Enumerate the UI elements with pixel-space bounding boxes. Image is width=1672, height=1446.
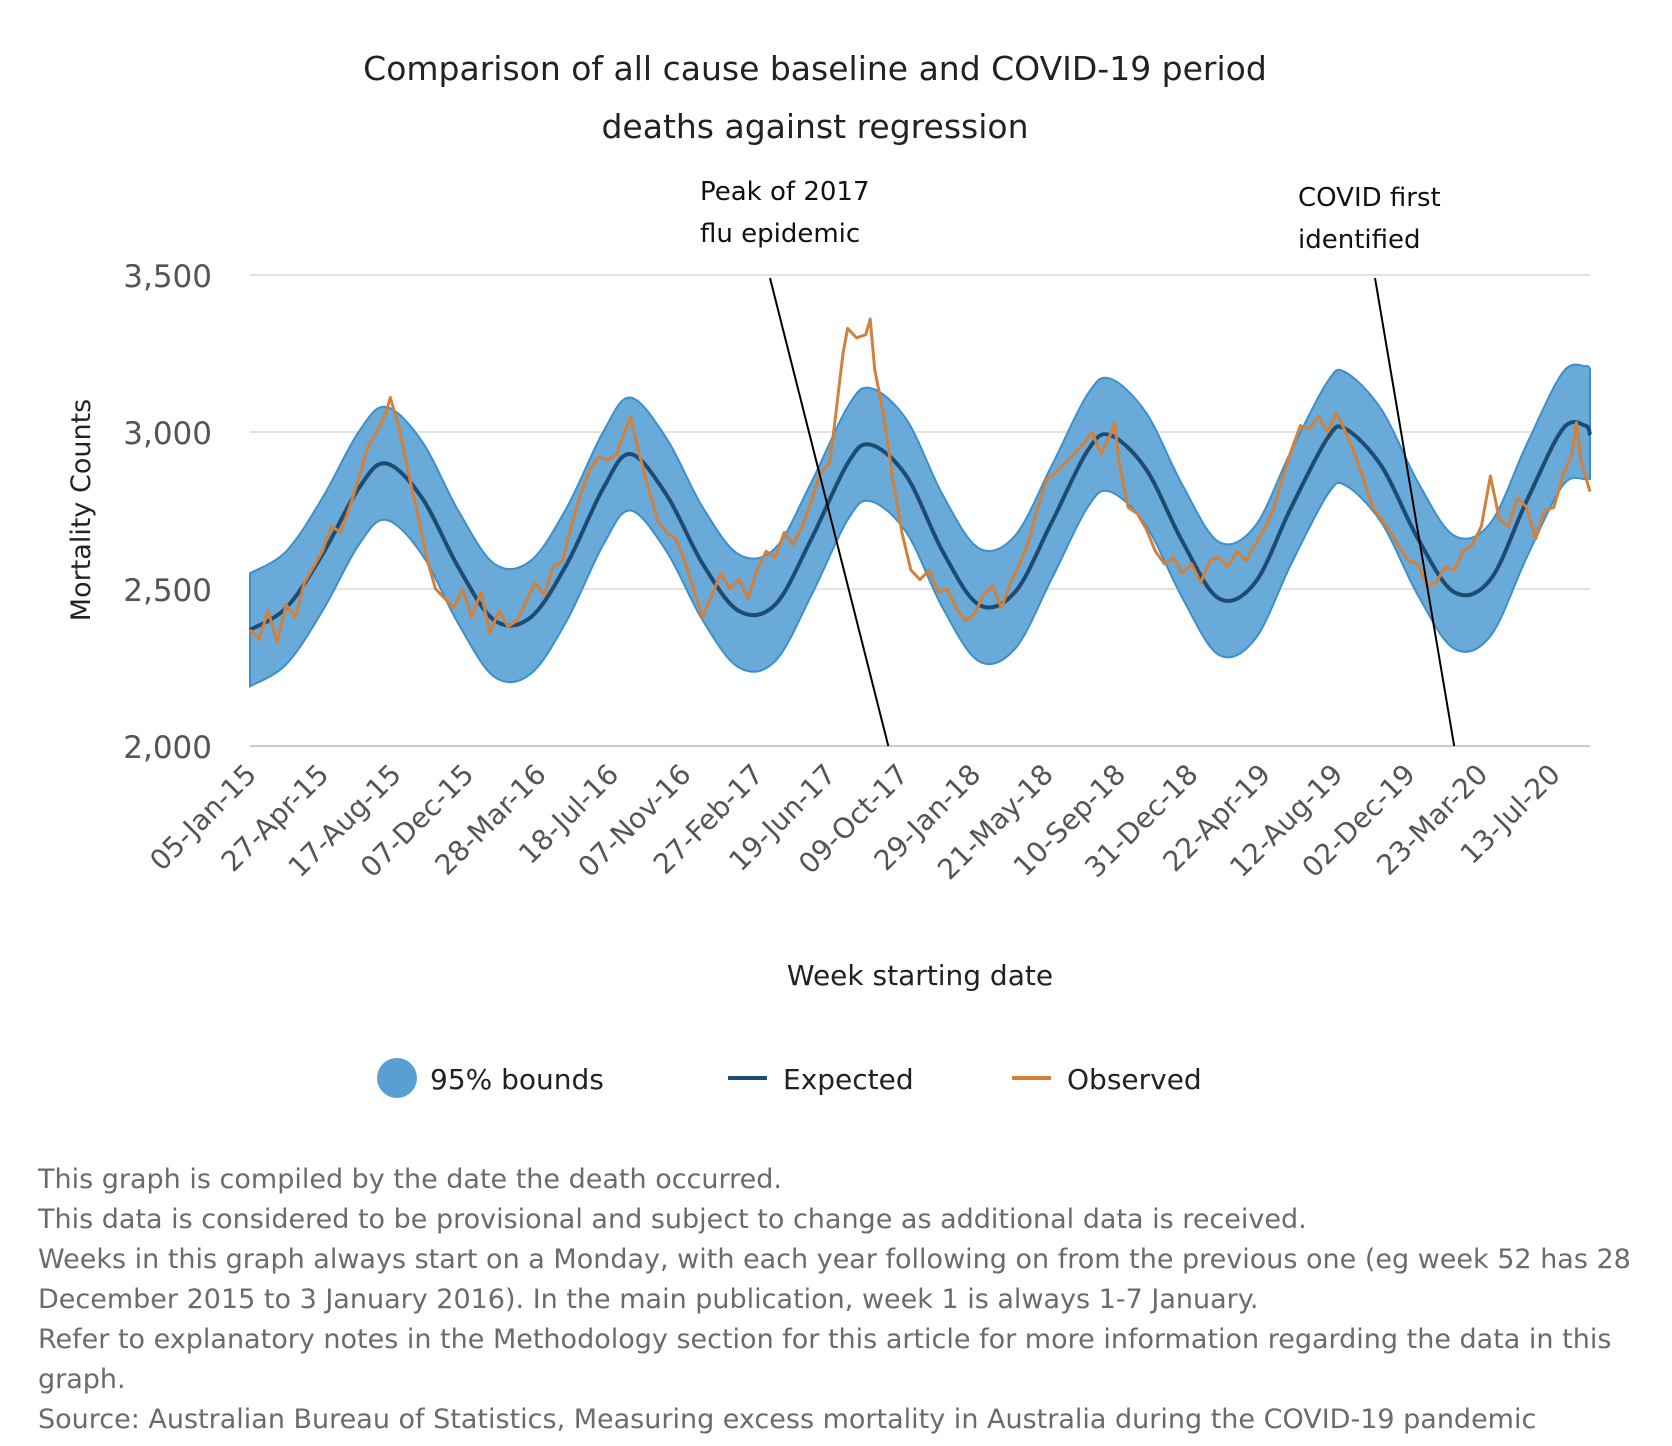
legend-expected-label: Expected <box>783 1063 914 1096</box>
y-tick-label: 2,500 <box>123 573 212 609</box>
y-tick-label: 2,000 <box>123 730 212 766</box>
y-tick-label: 3,500 <box>123 259 212 295</box>
y-tick-label: 3,000 <box>123 416 212 452</box>
chart-title-line-2: deaths against regression <box>601 107 1028 146</box>
annotation-text: flu epidemic <box>700 219 860 249</box>
annotation-text: COVID first <box>1298 183 1441 213</box>
mortality-chart: Comparison of all cause baseline and COV… <box>66 49 1592 1098</box>
x-axis-label: Week starting date <box>787 959 1053 992</box>
legend-item-expected[interactable]: Expected <box>728 1063 914 1096</box>
annotations: Peak of 2017 flu epidemic COVID first ident… <box>700 177 1456 747</box>
note-line: Weeks in this graph always start on a Mo… <box>38 1244 1631 1315</box>
legend-item-bounds[interactable]: 95% bounds <box>377 1058 604 1098</box>
series-layer <box>248 317 1592 689</box>
expected-line <box>248 420 1592 632</box>
legend-observed-label: Observed <box>1067 1063 1202 1096</box>
y-axis-label: Mortality Counts <box>66 399 97 621</box>
legend-bounds-swatch <box>377 1058 417 1098</box>
note-line: This data is considered to be provisiona… <box>38 1204 1307 1235</box>
y-tick-labels: 2,000 2,500 3,000 3,500 <box>123 259 212 766</box>
legend: 95% bounds Expected Observed <box>377 1058 1202 1098</box>
annotation-text: Peak of 2017 <box>700 177 870 207</box>
chart-notes: This graph is compiled by the date the d… <box>38 1160 1648 1440</box>
annotation-leader-line <box>769 277 890 747</box>
chart-title-line-1: Comparison of all cause baseline and COV… <box>363 49 1267 88</box>
legend-bounds-label: 95% bounds <box>430 1063 604 1096</box>
note-line: Refer to explanatory notes in the Method… <box>38 1324 1612 1395</box>
annotation-text: identified <box>1298 225 1421 255</box>
observed-line <box>248 317 1592 644</box>
annotation-leader-line <box>1374 277 1456 747</box>
bounds-band <box>249 363 1591 689</box>
x-tick-labels: 05-Jan-1527-Apr-1517-Aug-1507-Dec-1528-M… <box>143 758 1566 887</box>
note-line: This graph is compiled by the date the d… <box>38 1164 782 1195</box>
note-line: Source: Australian Bureau of Statistics,… <box>38 1404 1537 1435</box>
legend-item-observed[interactable]: Observed <box>1012 1063 1202 1096</box>
